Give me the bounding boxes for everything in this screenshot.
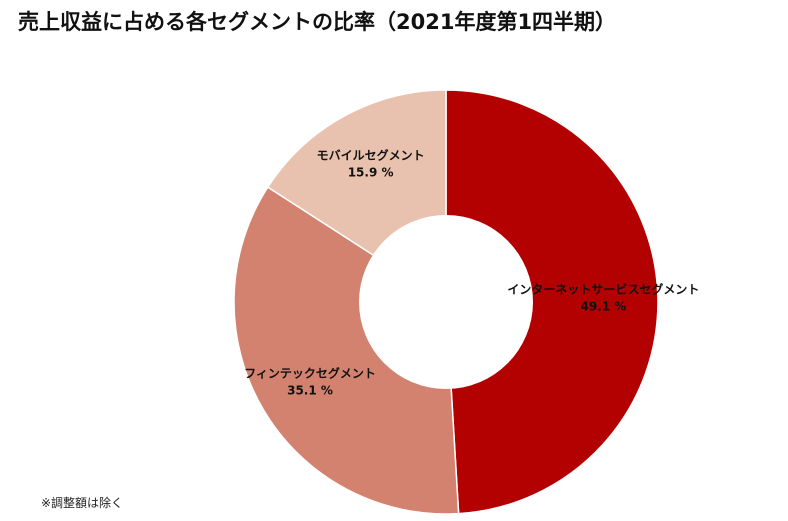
slice-labels: インターネットサービスセグメント 49.1 % フィンテックセグメント 35.1 % モ… — [244, 148, 699, 398]
chart-title: 売上収益に占める各セグメントの比率（2021年度第1四半期） — [18, 10, 617, 34]
footnote: ※調整額は除く — [41, 496, 124, 510]
donut-hole — [359, 215, 533, 389]
donut-slices — [233, 89, 659, 515]
slice-value-label: 49.1 % — [580, 299, 626, 313]
slice-2 — [233, 186, 460, 515]
slice-1 — [445, 89, 659, 515]
slice-category-label: モバイルセグメント — [317, 148, 425, 163]
slice-value-label: 15.9 % — [348, 166, 394, 180]
slice-value-label: 35.1 % — [287, 384, 333, 398]
slice-category-label: インターネットサービスセグメント — [507, 281, 699, 296]
slice-category-label: フィンテックセグメント — [244, 366, 376, 381]
